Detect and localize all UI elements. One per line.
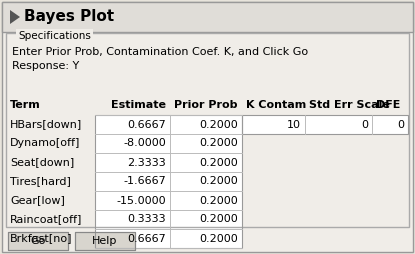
Text: 0.2000: 0.2000 (199, 214, 238, 225)
Text: Enter Prior Prob, Contamination Coef. K, and Click Go: Enter Prior Prob, Contamination Coef. K,… (12, 47, 308, 57)
Text: DFE: DFE (376, 100, 400, 110)
Text: 0.3333: 0.3333 (127, 214, 166, 225)
Text: 0.2000: 0.2000 (199, 177, 238, 186)
Text: Specifications: Specifications (18, 31, 91, 41)
Text: Gear[low]: Gear[low] (10, 196, 65, 205)
Text: Bayes Plot: Bayes Plot (24, 9, 114, 24)
Text: Tires[hard]: Tires[hard] (10, 177, 71, 186)
Bar (95, 115, 242, 248)
Text: Estimate: Estimate (111, 100, 166, 110)
Text: -1.6667: -1.6667 (123, 177, 166, 186)
Text: 0.6667: 0.6667 (127, 233, 166, 244)
Text: 10: 10 (287, 119, 301, 130)
Bar (242, 115, 408, 134)
Text: Go: Go (30, 236, 46, 246)
Text: 2.3333: 2.3333 (127, 157, 166, 167)
Text: Brkfast[no]: Brkfast[no] (10, 233, 73, 244)
Text: Help: Help (92, 236, 118, 246)
Text: 0.2000: 0.2000 (199, 157, 238, 167)
Bar (75, 232, 135, 250)
Text: K Contam: K Contam (246, 100, 306, 110)
Polygon shape (10, 10, 20, 24)
Text: 0: 0 (397, 119, 404, 130)
Text: -15.0000: -15.0000 (116, 196, 166, 205)
Text: 0.2000: 0.2000 (199, 196, 238, 205)
Text: Term: Term (10, 100, 41, 110)
Text: HBars[down]: HBars[down] (10, 119, 82, 130)
Text: Std Err Scale: Std Err Scale (309, 100, 390, 110)
Text: 0.2000: 0.2000 (199, 233, 238, 244)
Text: 0.2000: 0.2000 (199, 138, 238, 149)
Bar (2, 2, 413, 32)
Text: Seat[down]: Seat[down] (10, 157, 74, 167)
Bar (8, 232, 68, 250)
Bar (95, 115, 242, 248)
Bar (242, 115, 408, 134)
Text: Dynamo[off]: Dynamo[off] (10, 138, 81, 149)
Text: 0.2000: 0.2000 (199, 119, 238, 130)
Text: Prior Prob: Prior Prob (174, 100, 237, 110)
Text: Raincoat[off]: Raincoat[off] (10, 214, 82, 225)
Bar (75, 232, 135, 250)
Bar (6, 33, 409, 227)
Text: 0: 0 (361, 119, 368, 130)
Text: -8.0000: -8.0000 (123, 138, 166, 149)
Text: Response: Y: Response: Y (12, 61, 79, 71)
Text: 0.6667: 0.6667 (127, 119, 166, 130)
Bar (8, 232, 68, 250)
Bar (2, 2, 413, 32)
